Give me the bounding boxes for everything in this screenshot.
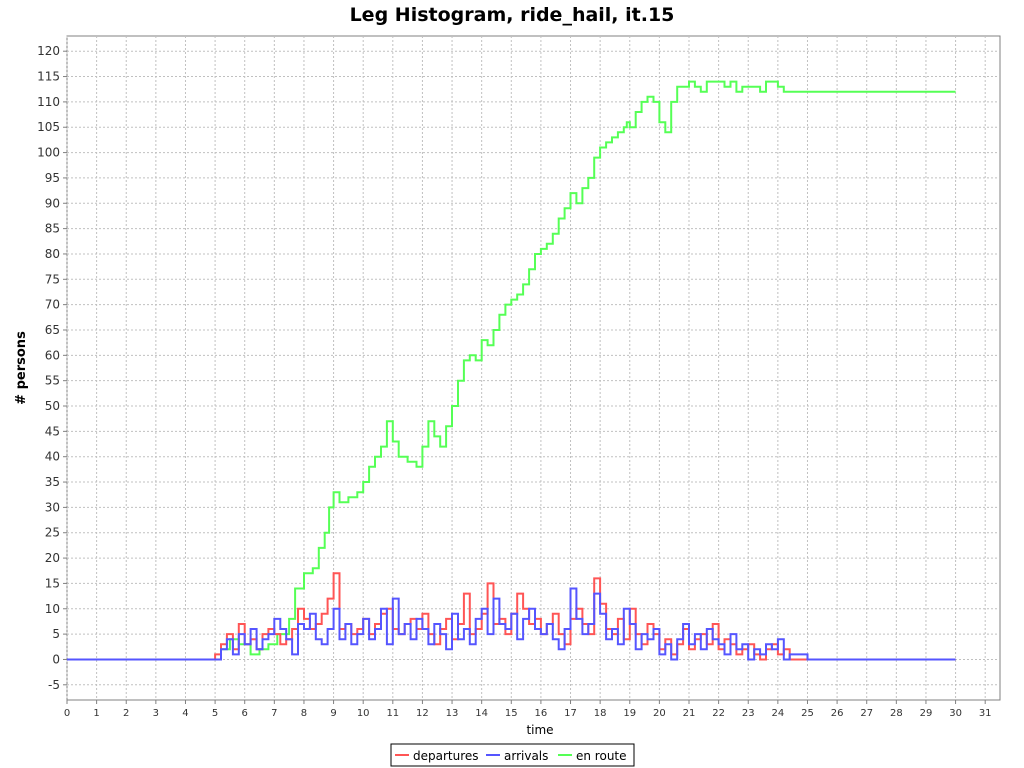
x-tick-label: 3 [153, 708, 159, 719]
x-tick-label: 21 [683, 708, 696, 719]
legend-label-departures: departures [413, 749, 479, 763]
x-tick-label: 16 [535, 708, 548, 719]
grid-lines [66, 36, 1000, 700]
y-tick-label: 95 [45, 171, 60, 185]
x-tick-label: 6 [242, 708, 248, 719]
legend-box [390, 743, 635, 767]
y-tick-label: 110 [37, 95, 60, 109]
x-tick-label: 27 [860, 708, 873, 719]
x-tick-label: 13 [446, 708, 459, 719]
x-tick-label: 9 [330, 708, 336, 719]
y-tick-label: 5 [52, 627, 60, 641]
chart-title: Leg Histogram, ride_hail, it.15 [350, 4, 675, 26]
y-tick-label: 65 [45, 323, 60, 337]
y-tick-label: 20 [45, 551, 60, 565]
x-tick-label: 24 [771, 708, 784, 719]
x-tick-label: 2 [123, 708, 129, 719]
x-tick-label: 31 [979, 708, 992, 719]
x-tick-label: 23 [742, 708, 755, 719]
y-tick-label: 55 [45, 374, 60, 388]
legend-label-en-route: en route [576, 749, 627, 763]
x-tick-label: 7 [271, 708, 277, 719]
y-tick-label: 10 [45, 602, 60, 616]
plot-area [66, 35, 1001, 701]
x-tick-label: 4 [182, 708, 188, 719]
series-line-en-route [67, 80, 956, 661]
x-tick-label: 19 [623, 708, 636, 719]
x-tick-label: 30 [949, 708, 962, 719]
y-tick-label: 60 [45, 348, 60, 362]
x-tick-label: 0 [64, 708, 70, 719]
x-tick-label: 20 [653, 708, 666, 719]
x-tick-label: 22 [712, 708, 725, 719]
x-tick-label: 14 [475, 708, 488, 719]
x-tick-label: 17 [564, 708, 577, 719]
y-tick-label: 100 [37, 146, 60, 160]
y-axis-label: # persons [14, 331, 29, 405]
legend: departures arrivals en route [390, 743, 635, 767]
x-tick-label: 8 [301, 708, 307, 719]
x-tick-label: 15 [505, 708, 518, 719]
series-lines [67, 80, 956, 661]
y-tick-label: 115 [37, 70, 60, 84]
x-tick-label: 28 [890, 708, 903, 719]
y-tick-label: 105 [37, 120, 60, 134]
y-tick-label: 25 [45, 526, 60, 540]
y-tick-label: -5 [48, 678, 60, 692]
x-tick-label: 11 [386, 708, 399, 719]
x-tick-label: 26 [831, 708, 844, 719]
x-tick-label: 25 [801, 708, 814, 719]
y-tick-label: 75 [45, 272, 60, 286]
x-tick-label: 5 [212, 708, 218, 719]
x-axis-label: time [526, 723, 553, 737]
x-tick-label: 10 [357, 708, 370, 719]
y-tick-label: 30 [45, 500, 60, 514]
y-tick-label: 90 [45, 196, 60, 210]
y-tick-label: 0 [52, 652, 60, 666]
x-tick-label: 12 [416, 708, 429, 719]
legend-label-arrivals: arrivals [504, 749, 548, 763]
y-tick-label: 50 [45, 399, 60, 413]
x-tick-label: 1 [93, 708, 99, 719]
y-tick-label: 70 [45, 298, 60, 312]
x-tick-label: 29 [920, 708, 933, 719]
y-axis-ticks: -5 0 5 10 15 20 25 30 35 40 45 50 55 60 65 70 75 80 85 90 95… [37, 44, 67, 692]
x-tick-label: 18 [594, 708, 607, 719]
y-tick-label: 80 [45, 247, 60, 261]
y-tick-label: 35 [45, 475, 60, 489]
series-line-arrivals [67, 587, 956, 661]
y-tick-label: 45 [45, 424, 60, 438]
x-axis-ticks: 0 1 2 3 4 5 6 7 8 9 10 11 12 13 14 15 16 17 18 19 20 21 22 23 24… [64, 700, 992, 719]
y-tick-label: 40 [45, 450, 60, 464]
y-tick-label: 85 [45, 222, 60, 236]
y-tick-label: 120 [37, 44, 60, 58]
y-tick-label: 15 [45, 576, 60, 590]
